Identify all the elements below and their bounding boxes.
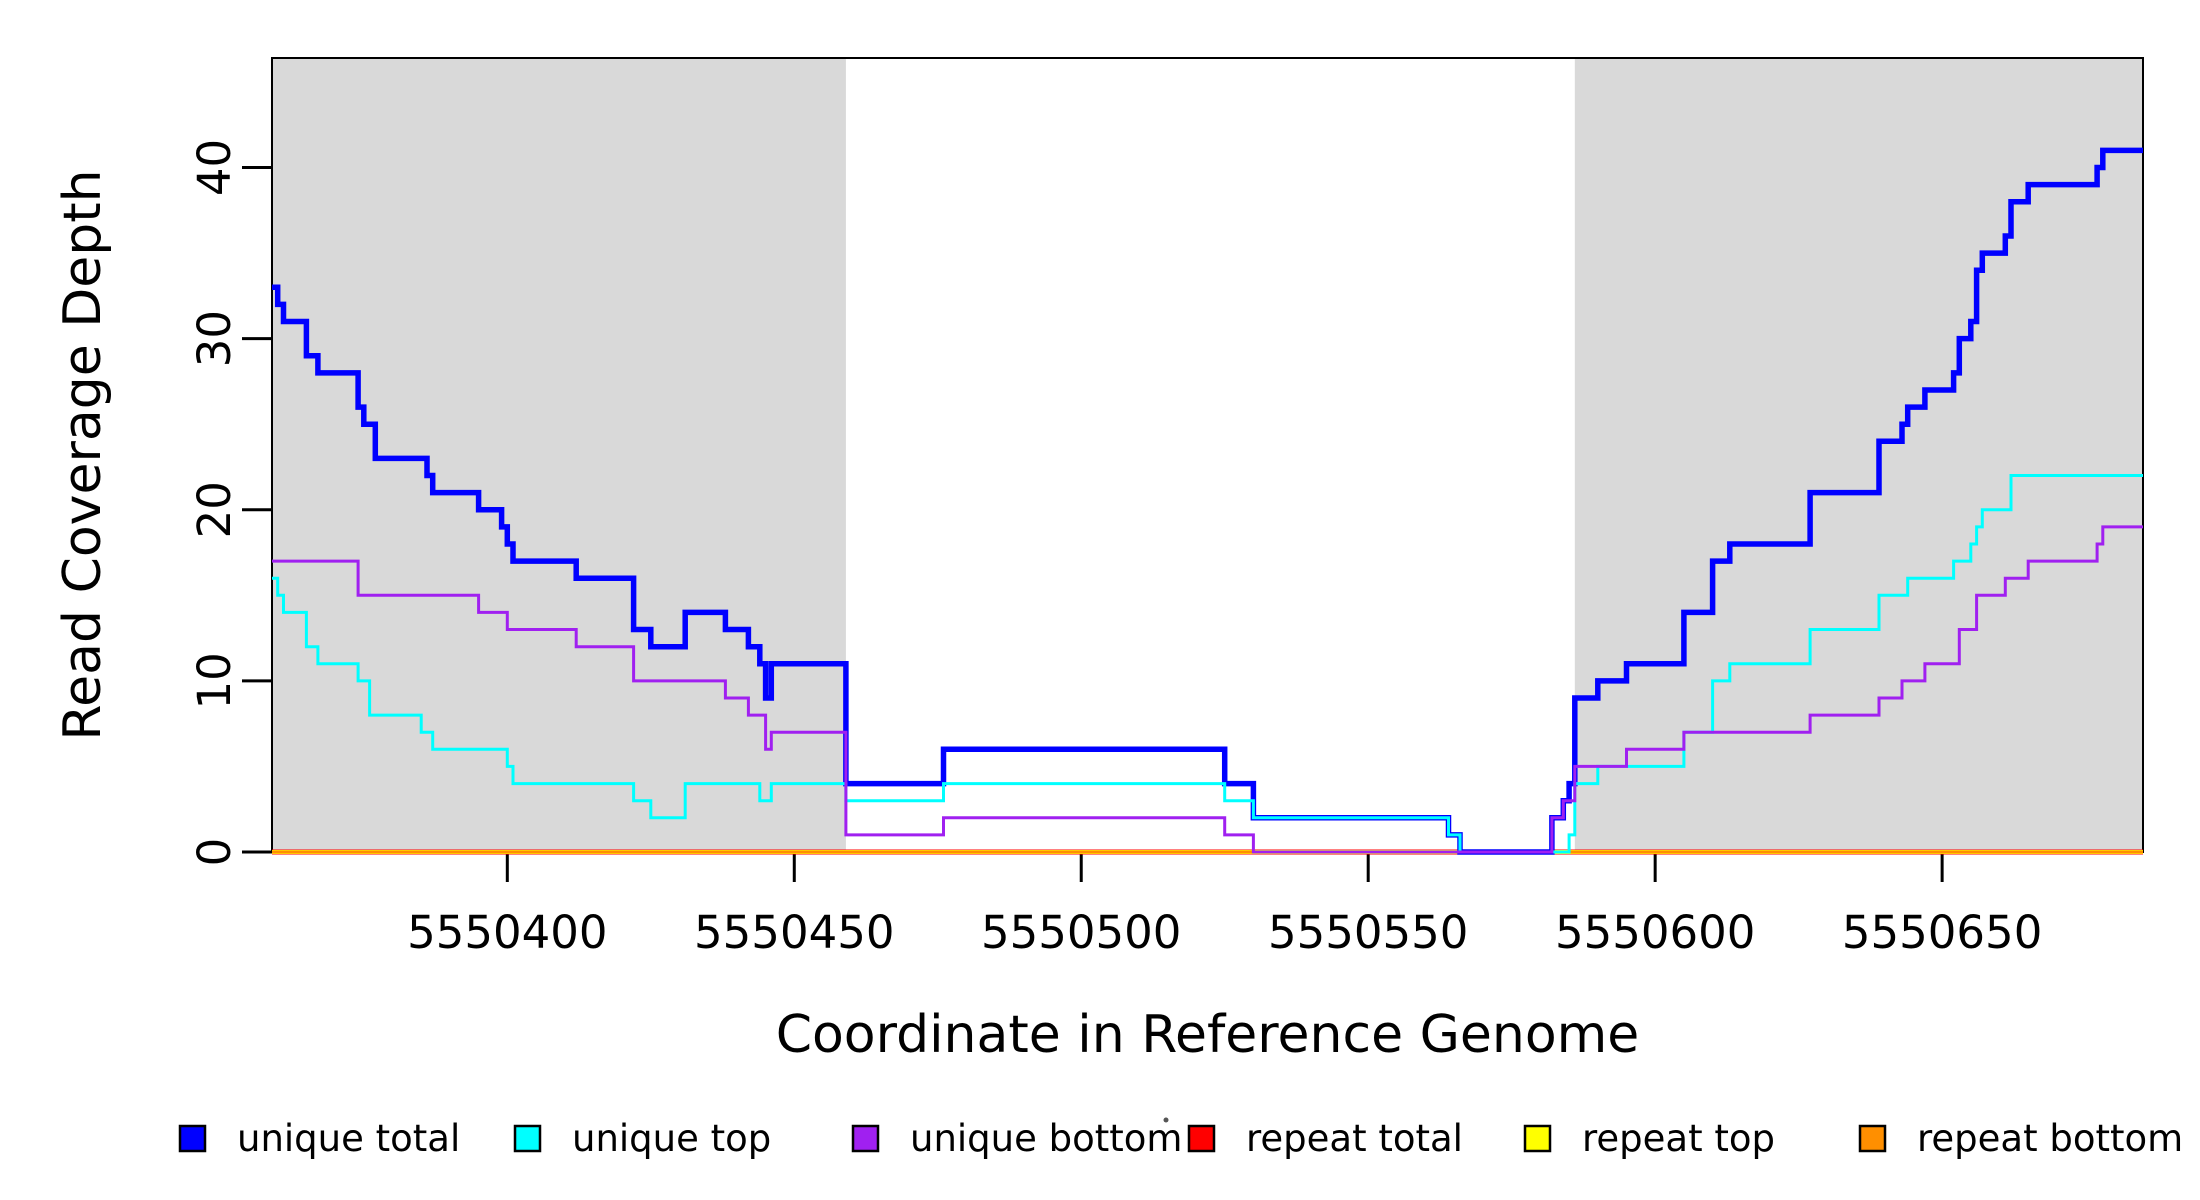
x-tick-label: 5550450 <box>694 906 894 959</box>
legend-swatch <box>1858 1124 1887 1153</box>
shaded-region <box>1574 58 2143 852</box>
legend-item-repeat-bottom: repeat bottom <box>1858 1117 2183 1160</box>
x-tick-label: 5550400 <box>407 906 607 959</box>
y-tick-label: 10 <box>188 652 241 709</box>
legend-item-repeat-top: repeat top <box>1523 1117 1775 1160</box>
legend-swatch <box>513 1124 542 1153</box>
stray-mark <box>1163 1117 1169 1123</box>
x-tick-label: 5550600 <box>1555 906 1755 959</box>
legend-label: unique top <box>572 1117 771 1160</box>
legend-swatch <box>1523 1124 1552 1153</box>
series-line-unique-top <box>272 474 2143 854</box>
x-tick-label: 5550500 <box>981 906 1181 959</box>
y-tick-label: 40 <box>188 139 241 196</box>
legend-item-repeat-total: repeat total <box>1187 1117 1463 1160</box>
x-axis-title: Coordinate in Reference Genome <box>776 1005 1640 1065</box>
x-axis: 5550400 5550450 5550500 5550550 5550600 55506… <box>407 852 2042 959</box>
legend-label: repeat bottom <box>1917 1117 2183 1160</box>
x-tick-label: 5550650 <box>1842 906 2042 959</box>
legend-label: repeat top <box>1582 1117 1775 1160</box>
legend-item-unique-top: unique top <box>513 1117 771 1160</box>
y-axis-title: Read Coverage Depth <box>53 169 113 740</box>
y-axis: 0 10 20 30 40 <box>188 139 272 866</box>
x-tick-label: 5550550 <box>1268 906 1468 959</box>
legend-swatch <box>178 1124 207 1153</box>
legend-label: unique bottom <box>910 1117 1182 1160</box>
legend-label: repeat total <box>1246 1117 1463 1160</box>
legend-label: unique total <box>237 1117 460 1160</box>
legend-item-unique-total: unique total <box>178 1117 460 1160</box>
series-lines <box>272 147 2143 855</box>
y-tick-label: 0 <box>188 838 241 867</box>
y-tick-label: 20 <box>188 481 241 538</box>
legend-swatch <box>1187 1124 1216 1153</box>
legend-item-unique-bottom: unique bottom <box>851 1117 1182 1160</box>
series-line-unique-bottom <box>272 525 2143 854</box>
shaded-regions <box>272 58 2143 852</box>
y-tick-label: 30 <box>188 310 241 367</box>
shaded-region <box>272 58 846 852</box>
legend-swatch <box>851 1124 880 1153</box>
legend: unique total unique top unique bottom repea… <box>178 1117 2183 1160</box>
